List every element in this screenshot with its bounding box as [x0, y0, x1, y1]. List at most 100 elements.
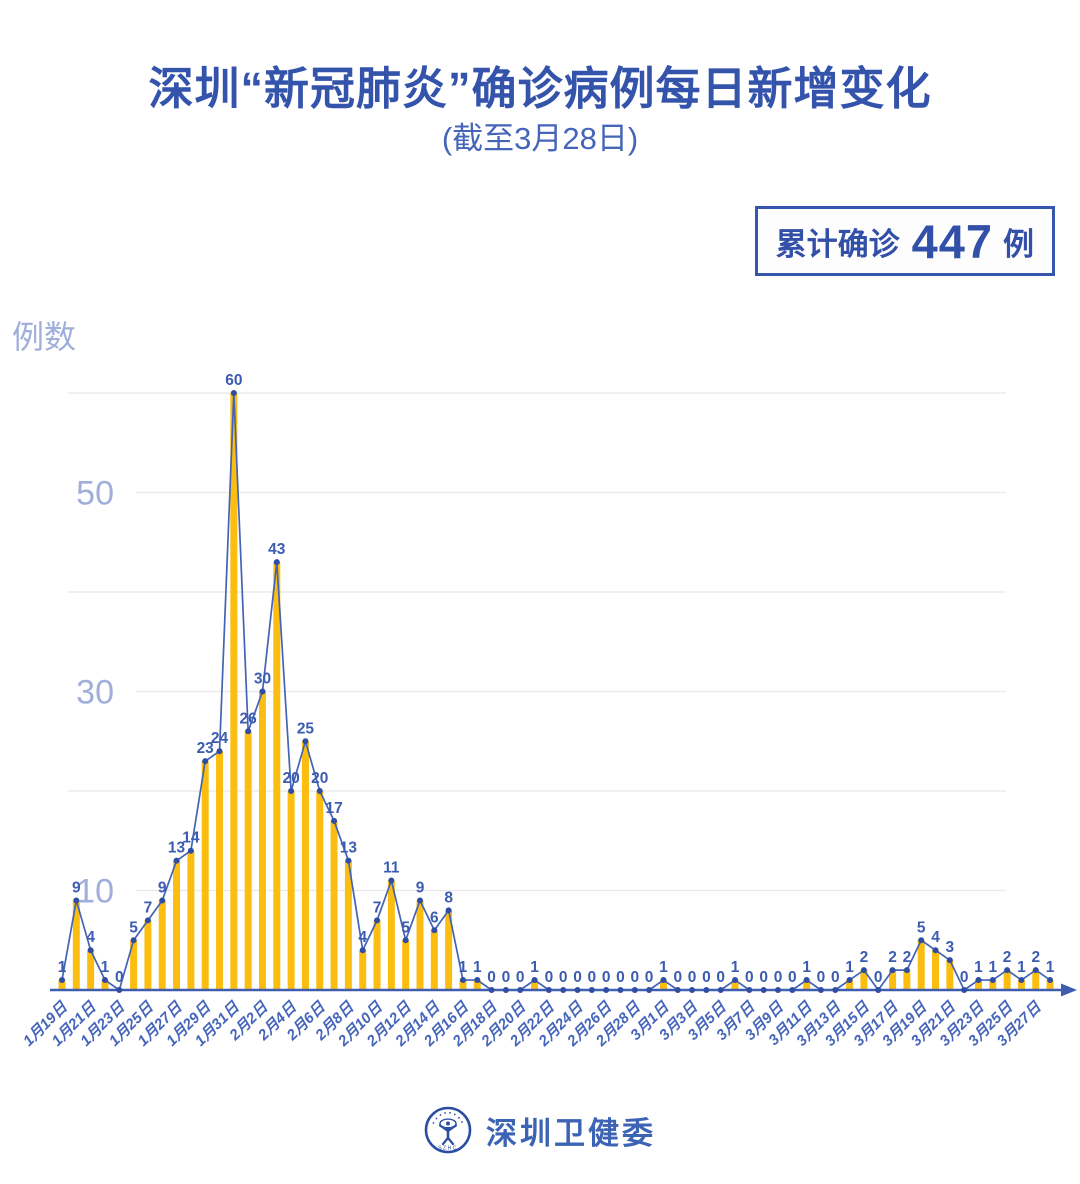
- data-point-marker: [703, 987, 710, 993]
- data-point-marker: [459, 977, 466, 984]
- data-label: 7: [373, 899, 382, 916]
- bar: [917, 940, 925, 990]
- data-point-marker: [846, 977, 853, 984]
- data-label: 4: [86, 929, 95, 946]
- data-point-marker: [474, 977, 481, 984]
- data-point-marker: [717, 987, 724, 993]
- bar: [459, 980, 467, 990]
- data-label: 26: [240, 710, 258, 727]
- data-label: 1: [988, 959, 997, 976]
- data-point-marker: [130, 937, 137, 944]
- data-point-marker: [302, 738, 309, 745]
- data-point-marker: [502, 987, 509, 993]
- data-point-marker: [574, 987, 581, 993]
- bar: [1003, 970, 1011, 990]
- data-point-marker: [1018, 977, 1025, 984]
- szhc-logo-icon: SZHC: [424, 1106, 472, 1154]
- data-point-marker: [603, 987, 610, 993]
- data-label: 9: [158, 879, 167, 896]
- data-label: 2: [860, 949, 869, 966]
- data-label: 24: [211, 730, 229, 747]
- data-label: 1: [731, 959, 740, 976]
- data-point-marker: [588, 987, 595, 993]
- data-label: 14: [182, 830, 200, 847]
- data-label: 5: [401, 919, 410, 936]
- bar: [130, 940, 138, 990]
- data-point-marker: [259, 688, 266, 695]
- data-point-marker: [746, 987, 753, 993]
- data-label: 1: [58, 959, 67, 976]
- data-point-marker: [116, 987, 123, 993]
- trend-line: [61, 392, 1051, 991]
- data-point-marker: [674, 987, 681, 993]
- data-label: 0: [831, 969, 840, 986]
- data-point-marker: [760, 987, 767, 993]
- bar: [216, 751, 224, 990]
- data-point-marker: [245, 728, 252, 735]
- bar: [344, 860, 352, 990]
- data-label: 3: [946, 939, 955, 956]
- data-point-marker: [617, 987, 624, 993]
- badge-total-number: 447: [911, 214, 993, 268]
- data-label: 0: [874, 969, 883, 986]
- data-point-marker: [918, 937, 925, 944]
- data-point-marker: [545, 987, 552, 993]
- bar: [974, 980, 982, 990]
- data-label: 4: [358, 929, 367, 946]
- data-label: 60: [225, 372, 242, 389]
- bar: [273, 562, 281, 990]
- bar: [803, 980, 811, 990]
- data-point-marker: [646, 987, 653, 993]
- data-point-marker: [388, 877, 395, 884]
- data-label: 0: [817, 969, 826, 986]
- data-label: 9: [416, 879, 425, 896]
- data-point-marker: [345, 857, 352, 864]
- bar: [860, 970, 868, 990]
- data-label: 1: [659, 959, 668, 976]
- data-point-marker: [1004, 967, 1011, 974]
- bar: [230, 393, 238, 990]
- bar: [989, 980, 997, 990]
- data-label: 13: [168, 840, 186, 857]
- data-label: 2: [903, 949, 912, 966]
- bar: [932, 950, 940, 990]
- data-point-marker: [216, 748, 223, 755]
- data-label: 0: [516, 969, 525, 986]
- data-point-marker: [359, 947, 366, 954]
- data-point-marker: [946, 957, 953, 964]
- bar: [531, 980, 539, 990]
- bar: [58, 980, 66, 990]
- data-label: 8: [444, 889, 453, 906]
- y-tick-label: 10: [76, 873, 114, 911]
- data-label: 0: [559, 969, 568, 986]
- data-label: 1: [473, 959, 482, 976]
- data-label: 6: [430, 909, 439, 926]
- data-label: 23: [197, 740, 215, 757]
- data-label: 25: [297, 720, 315, 737]
- data-label: 0: [502, 969, 511, 986]
- data-label: 2: [1031, 949, 1040, 966]
- data-point-marker: [316, 788, 323, 794]
- data-point-marker: [273, 559, 280, 566]
- data-point-marker: [689, 987, 696, 993]
- data-label: 0: [673, 969, 682, 986]
- data-label: 2: [1003, 949, 1012, 966]
- bar: [287, 791, 295, 990]
- bar: [889, 970, 897, 990]
- data-label: 1: [845, 959, 854, 976]
- data-point-marker: [488, 987, 495, 993]
- data-label: 2: [888, 949, 897, 966]
- data-point-marker: [860, 967, 867, 974]
- bar: [201, 761, 209, 990]
- data-label: 1: [974, 959, 983, 976]
- data-point-marker: [517, 987, 524, 993]
- x-axis-arrow-icon: [1061, 983, 1077, 997]
- data-point-marker: [903, 967, 910, 974]
- page-subtitle: (截至3月28日): [441, 121, 639, 156]
- data-label: 9: [72, 879, 81, 896]
- data-point-marker: [889, 967, 896, 974]
- data-label: 1: [101, 959, 110, 976]
- bar: [373, 920, 381, 990]
- data-label: 20: [282, 770, 299, 787]
